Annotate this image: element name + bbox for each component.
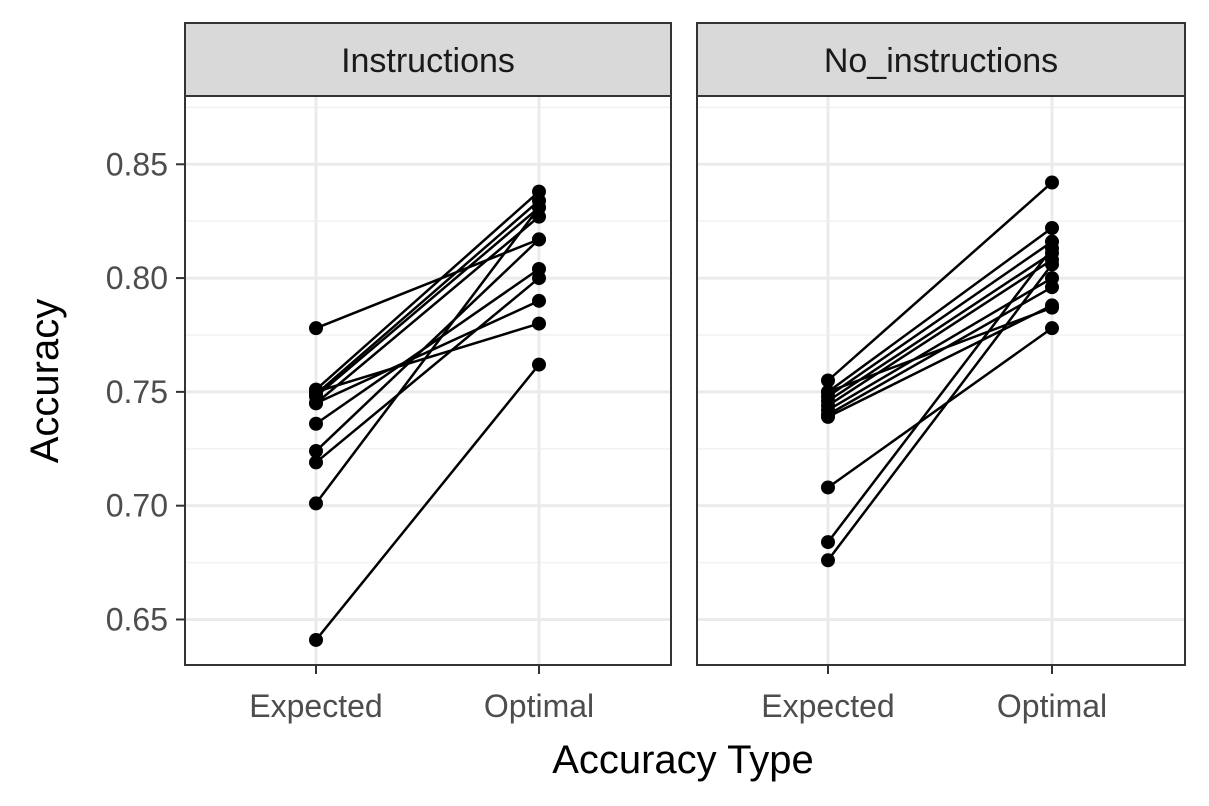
data-point-optimal (1045, 221, 1059, 236)
data-point-optimal (532, 200, 546, 215)
facet-strip (696, 22, 1186, 97)
y-tick-label: 0.80 (106, 260, 168, 296)
facet-strip-label: Instructions (341, 42, 515, 80)
series-line (827, 240, 1053, 398)
data-point-expected (821, 480, 835, 495)
x-tick-label: Optimal (484, 688, 594, 724)
data-point-expected (309, 321, 323, 336)
series-line (315, 299, 540, 405)
series-line (315, 199, 540, 396)
x-axis: Expected Optimal Expected Optimal (249, 665, 1107, 724)
series-line (315, 206, 540, 398)
series-line (827, 263, 1053, 562)
y-tick-label: 0.75 (106, 374, 168, 410)
data-point-expected (309, 496, 323, 511)
data-point-optimal (532, 357, 546, 372)
series-line (827, 304, 1053, 419)
data-point-optimal (1045, 241, 1059, 256)
facet-strip (184, 22, 672, 97)
data-point-expected (309, 396, 323, 411)
x-tick-label: Expected (761, 688, 894, 724)
facet-strip-label: No_instructions (824, 42, 1058, 80)
y-tick-label: 0.85 (106, 146, 168, 182)
data-point-optimal (1045, 257, 1059, 272)
data-point-optimal (1045, 175, 1059, 190)
series-line (827, 226, 1053, 393)
series-line (315, 238, 540, 330)
y-axis: 0.65 0.70 0.75 0.80 0.85 (106, 146, 185, 637)
data-point-expected (309, 416, 323, 431)
data-point-expected (821, 535, 835, 550)
data-point-optimal (532, 271, 546, 286)
y-axis-title: Accuracy (23, 299, 67, 464)
data-point-expected (309, 384, 323, 399)
series-line (827, 327, 1053, 489)
data-point-optimal (1045, 280, 1059, 295)
x-tick-label: Optimal (997, 688, 1107, 724)
grid-layer (697, 96, 1185, 665)
y-tick-label: 0.65 (106, 601, 168, 637)
series-line (827, 306, 1053, 394)
series-layer (821, 175, 1059, 568)
series-line (827, 277, 1053, 412)
series-line (315, 206, 540, 505)
series-line (827, 247, 1053, 543)
facet-panel-no-instructions: No_instructions (696, 22, 1186, 666)
data-point-optimal (1045, 300, 1059, 315)
data-point-expected (821, 409, 835, 424)
data-point-expected (309, 444, 323, 459)
series-line (315, 215, 540, 405)
data-point-optimal (1045, 321, 1059, 336)
series-line (315, 190, 540, 391)
facet-panel-background (697, 96, 1185, 665)
series-line (827, 258, 1053, 407)
data-point-optimal (532, 293, 546, 308)
facet-panel-background (185, 96, 671, 665)
data-point-expected (821, 553, 835, 568)
x-tick-label: Expected (249, 688, 382, 724)
data-point-expected (821, 384, 835, 399)
facet-panel-instructions: Instructions (184, 22, 672, 666)
data-point-optimal (532, 316, 546, 331)
series-line (315, 277, 540, 464)
data-point-optimal (532, 232, 546, 247)
series-line (827, 181, 1053, 382)
series-layer (309, 184, 546, 647)
data-point-expected (309, 455, 323, 470)
series-line (315, 322, 540, 394)
y-tick-label: 0.70 (106, 488, 168, 524)
series-line (315, 238, 540, 452)
series-line (827, 252, 1053, 403)
data-point-expected (821, 373, 835, 388)
x-axis-title: Accuracy Type (552, 738, 814, 782)
data-point-expected (309, 632, 323, 647)
series-line (315, 363, 540, 641)
